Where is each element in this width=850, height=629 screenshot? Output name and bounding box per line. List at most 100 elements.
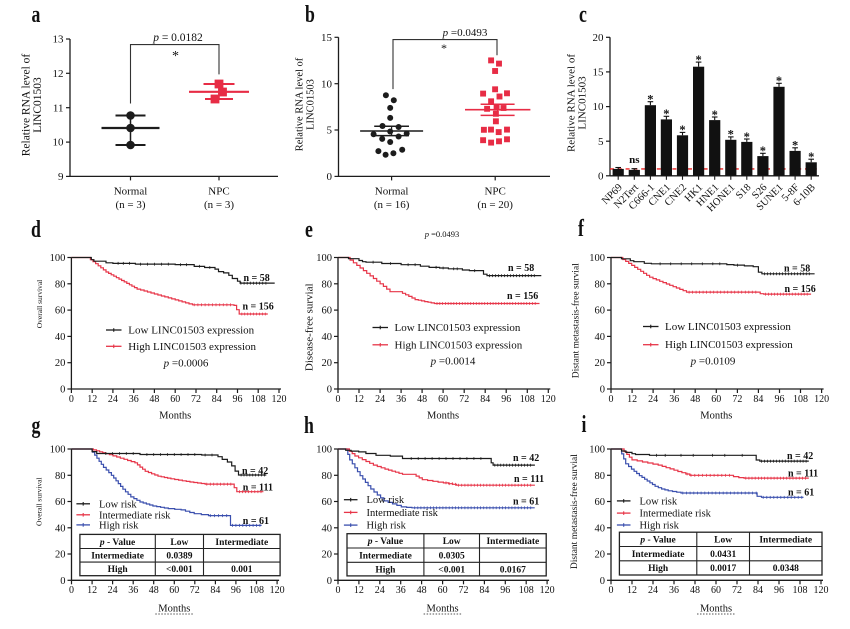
svg-text:80: 80 <box>55 279 66 290</box>
svg-text:Low LINC01503 expression: Low LINC01503 expression <box>128 325 254 337</box>
svg-text:Distant metastasis-free survia: Distant metastasis-free survial <box>569 454 580 569</box>
svg-text:p =0.0006: p =0.0006 <box>163 358 209 370</box>
svg-text:High LINC01503 expression: High LINC01503 expression <box>395 339 523 351</box>
svg-text:80: 80 <box>55 471 66 482</box>
svg-text:12: 12 <box>354 394 364 405</box>
svg-text:96: 96 <box>233 394 243 405</box>
svg-text:0: 0 <box>60 576 65 587</box>
svg-text:p - Value: p - Value <box>367 537 403 547</box>
svg-text:n = 111: n = 111 <box>243 482 273 493</box>
svg-text:96: 96 <box>775 394 785 405</box>
svg-text:a: a <box>32 0 41 27</box>
svg-text:40: 40 <box>55 523 66 534</box>
svg-text:60: 60 <box>169 585 179 596</box>
svg-text:Low: Low <box>714 536 732 546</box>
svg-text:40: 40 <box>595 332 606 343</box>
svg-text:*: * <box>647 93 653 107</box>
svg-text:Overall survival: Overall survival <box>35 280 44 329</box>
svg-text:Intermediate risk: Intermediate risk <box>640 509 712 520</box>
svg-text:80: 80 <box>322 279 333 290</box>
svg-text:0: 0 <box>69 394 74 405</box>
svg-text:72: 72 <box>459 394 469 405</box>
svg-text:108: 108 <box>793 394 808 405</box>
svg-text:10: 10 <box>593 101 605 113</box>
svg-text:Low LINC01503 expression: Low LINC01503 expression <box>395 322 521 334</box>
svg-text:40: 40 <box>55 332 66 343</box>
svg-text:96: 96 <box>774 585 784 596</box>
svg-text:72: 72 <box>190 585 200 596</box>
svg-text:10: 10 <box>53 137 65 149</box>
svg-text:96: 96 <box>501 394 511 405</box>
svg-text:High: High <box>108 565 129 575</box>
svg-text:p = 0.0182: p = 0.0182 <box>152 32 203 44</box>
svg-text:Intermediate: Intermediate <box>215 538 268 548</box>
svg-text:e: e <box>305 215 313 242</box>
svg-text:n = 111: n = 111 <box>514 474 544 485</box>
svg-text:0.0017: 0.0017 <box>710 564 736 574</box>
svg-text:0: 0 <box>327 576 332 587</box>
svg-text:60: 60 <box>55 306 66 317</box>
svg-text:60: 60 <box>438 394 448 405</box>
svg-text:Distant metastasis-free survia: Distant metastasis-free survial <box>571 263 582 378</box>
svg-text:11: 11 <box>53 102 64 114</box>
svg-text:Intermediate: Intermediate <box>91 552 144 562</box>
svg-text:Intermediate: Intermediate <box>632 550 685 560</box>
svg-text:80: 80 <box>322 471 333 482</box>
svg-text:*: * <box>679 123 685 137</box>
svg-text:96: 96 <box>500 585 510 596</box>
svg-text:p =0.0014: p =0.0014 <box>430 356 476 368</box>
svg-text:24: 24 <box>375 585 385 596</box>
svg-text:9: 9 <box>58 171 64 183</box>
svg-text:*: * <box>728 128 734 142</box>
svg-text:p - Value: p - Value <box>639 536 675 546</box>
svg-text:36: 36 <box>396 394 406 405</box>
svg-text:<0.001: <0.001 <box>166 565 193 575</box>
svg-text:36: 36 <box>129 394 139 405</box>
svg-text:*: * <box>441 41 447 55</box>
svg-text:20: 20 <box>322 358 333 369</box>
svg-text:<0.001: <0.001 <box>438 565 465 575</box>
svg-text:High risk: High risk <box>640 521 680 532</box>
svg-text:h: h <box>304 411 314 438</box>
svg-text:60: 60 <box>322 306 333 317</box>
svg-text:12: 12 <box>627 585 637 596</box>
svg-text:0: 0 <box>609 585 614 596</box>
svg-text:(n = 16): (n = 16) <box>374 199 410 211</box>
svg-text:Low: Low <box>443 537 461 547</box>
svg-text:20: 20 <box>55 358 66 369</box>
svg-text:n = 58: n = 58 <box>784 263 810 274</box>
svg-text:40: 40 <box>322 523 333 534</box>
svg-text:72: 72 <box>459 585 469 596</box>
svg-text:24: 24 <box>375 394 385 405</box>
svg-text:(n = 3): (n = 3) <box>115 199 145 211</box>
svg-text:Intermediate: Intermediate <box>759 536 812 546</box>
svg-text:12: 12 <box>87 585 97 596</box>
svg-text:Normal: Normal <box>114 186 148 198</box>
svg-text:0.0389: 0.0389 <box>166 552 192 562</box>
svg-text:Intermediate: Intermediate <box>359 551 412 561</box>
svg-text:0: 0 <box>600 385 605 396</box>
svg-text:60: 60 <box>322 497 333 508</box>
svg-text:84: 84 <box>753 394 763 405</box>
svg-text:NPC: NPC <box>484 186 505 198</box>
svg-text:n = 61: n = 61 <box>788 488 814 499</box>
svg-text:Months: Months <box>700 604 732 615</box>
svg-text:60: 60 <box>711 585 721 596</box>
svg-text:Low risk: Low risk <box>367 495 405 506</box>
svg-text:36: 36 <box>669 394 679 405</box>
svg-text:24: 24 <box>648 394 658 405</box>
svg-text:0.0431: 0.0431 <box>710 550 736 560</box>
svg-text:13: 13 <box>53 34 65 46</box>
svg-text:108: 108 <box>793 585 808 596</box>
svg-text:36: 36 <box>669 585 679 596</box>
svg-text:p - Value: p - Value <box>99 538 135 548</box>
svg-text:36: 36 <box>128 585 138 596</box>
svg-text:108: 108 <box>249 585 264 596</box>
svg-text:40: 40 <box>322 332 333 343</box>
svg-text:48: 48 <box>417 585 427 596</box>
svg-text:n = 42: n = 42 <box>787 451 813 462</box>
svg-text:n = 61: n = 61 <box>243 516 269 527</box>
svg-text:*: * <box>744 130 750 144</box>
svg-text:120: 120 <box>814 585 829 596</box>
svg-text:0: 0 <box>336 394 341 405</box>
